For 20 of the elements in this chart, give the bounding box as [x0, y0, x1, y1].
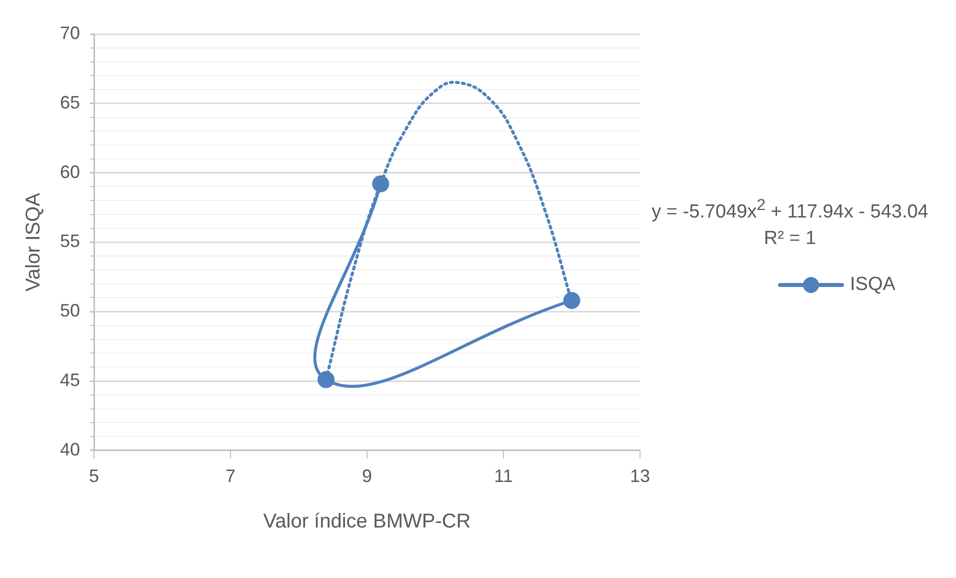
y-tick-label: 70	[60, 22, 80, 43]
y-tick-label: 55	[60, 231, 80, 252]
x-tick-label: 11	[494, 466, 513, 486]
x-tick-label: 13	[630, 466, 650, 486]
y-tick-label: 65	[60, 92, 80, 112]
x-tick-label: 9	[362, 466, 372, 486]
text: R² = 1	[762, 227, 818, 252]
x-axis-title: Valor índice BMWP-CR	[263, 510, 471, 533]
point	[318, 371, 335, 388]
y-axis-title: Valor ISQA	[22, 192, 45, 292]
point	[563, 292, 580, 309]
y-tick-label: 45	[60, 370, 80, 390]
x-tick-label: 7	[226, 466, 236, 486]
point	[372, 175, 390, 192]
text: y = -5.7049x$^{2}$ + 117.94x - 543.04	[650, 196, 930, 224]
y-tick-label: 50	[60, 300, 80, 321]
y-tick-label: 40	[60, 439, 80, 460]
y-tick-label: 60	[60, 162, 80, 182]
legend-label: ISQA	[850, 274, 896, 296]
x-tick-label: 5	[89, 466, 100, 486]
